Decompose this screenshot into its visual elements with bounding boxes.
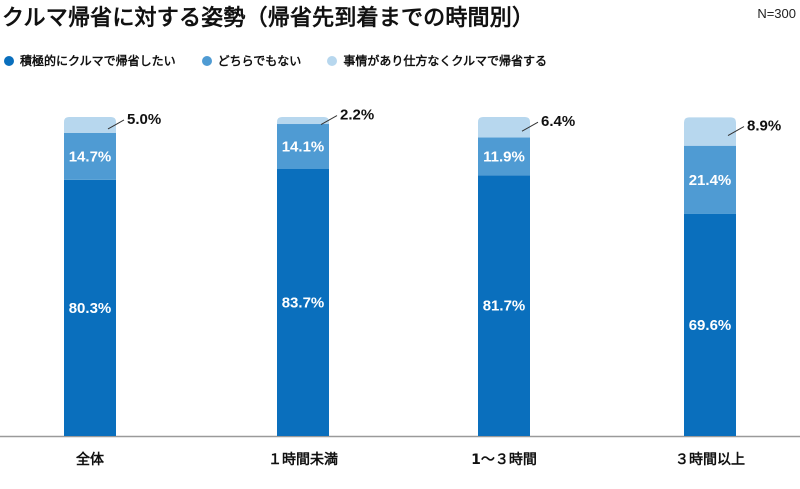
value-label-1-series-2: 14.7% [69,148,112,165]
value-label-2-series-2: 14.1% [282,139,325,156]
legend-item-series-1: 積極的にクルマで帰省したい [4,52,176,69]
value-label-1-series-3: 5.0% [127,111,161,128]
leader-line-2 [320,115,338,125]
bar-segment-3-series-2 [478,137,530,176]
value-label-4-series-3: 8.9% [747,118,781,135]
sample-size-label: N=300 [757,6,796,21]
bar-segment-3-series-1 [478,175,530,436]
bar-segment-1-series-1 [64,179,116,436]
bar-segment-2-series-3 [277,117,329,125]
legend-swatch-series-1 [4,55,14,66]
legend-swatch-series-2 [201,55,212,66]
value-label-4-series-2: 21.4% [689,172,732,189]
leader-line-3 [521,121,539,132]
value-label-3-series-3: 6.4% [541,113,575,130]
leader-line-1 [107,119,125,130]
legend-item-series-2: どちらでもない [201,52,302,69]
bar-segment-1-series-3 [64,117,116,133]
bar-segment-1-series-2 [64,132,116,180]
category-label-2: １時間未満 [268,451,338,468]
legend-item-series-3: 事情があり仕方なくクルマで帰省する [327,52,547,69]
bar-segment-4-series-3 [684,117,736,146]
legend-label-series-1: 積極的にクルマで帰省したい [20,54,176,68]
bar-segment-4-series-2 [684,145,736,214]
leader-line-4 [727,126,745,136]
chart-title: クルマ帰省に対する姿勢（帰省先到着までの時間別） [2,6,535,31]
value-label-2-series-3: 2.2% [340,107,374,124]
value-label-4-series-1: 69.6% [689,317,732,334]
bar-segment-3-series-3 [478,117,530,138]
legend-label-series-3: 事情があり仕方なくクルマで帰省する [343,54,547,68]
category-label-3: 1～３時間 [471,451,537,468]
value-label-1-series-1: 80.3% [69,300,112,317]
value-label-3-series-2: 11.9% [483,148,525,165]
legend: 積極的にクルマで帰省したい どちらでもない 事情があり仕方なくクルマで帰省する [4,52,573,69]
legend-swatch-series-3 [327,55,338,66]
bar-segment-2-series-2 [277,124,329,169]
value-label-3-series-1: 81.7% [483,298,526,315]
category-label-4: ３時間以上 [675,451,745,468]
bar-segment-4-series-1 [684,213,736,436]
category-label-1: 全体 [75,451,105,468]
legend-label-series-2: どちらでもない [217,54,302,68]
value-label-2-series-1: 83.7% [282,294,325,311]
bar-segment-2-series-1 [277,168,329,436]
